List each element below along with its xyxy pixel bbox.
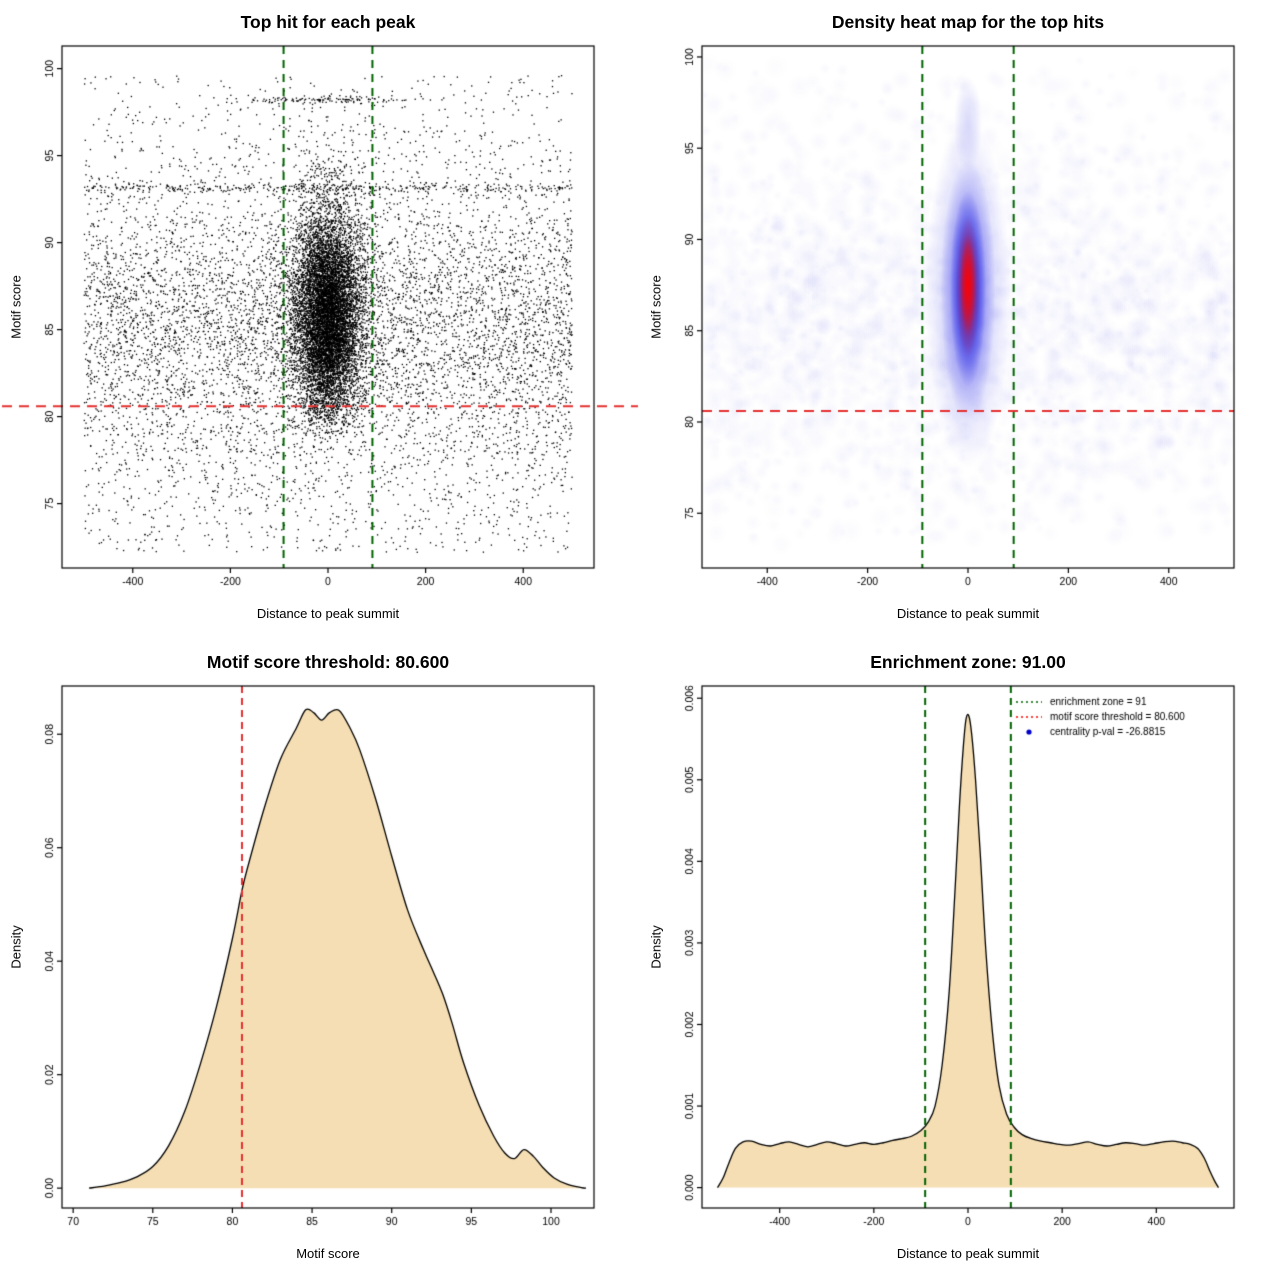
scatter-title: Top hit for each peak (240, 12, 416, 32)
panel-enrichment-zone-density: Enrichment zone: 91.00 Distance to peak … (640, 640, 1280, 1280)
motif-density-title: Motif score threshold: 80.600 (206, 652, 450, 672)
scatter-canvas (0, 38, 640, 608)
heatmap-y-axis-label: Motif score (648, 275, 664, 339)
heatmap-title: Density heat map for the top hits (831, 12, 1105, 32)
motif-density-y-axis-label: Density (8, 925, 24, 969)
scatter-y-axis-label: Motif score (8, 275, 24, 339)
scatter-x-axis-label: Distance to peak summit (256, 606, 400, 621)
enrichment-density-y-axis-label: Density (648, 925, 664, 969)
heatmap-x-axis-label: Distance to peak summit (896, 606, 1040, 621)
panel-top-hit-scatter: Top hit for each peak Distance to peak s… (0, 0, 640, 640)
panel-motif-score-density: Motif score threshold: 80.600 Motif scor… (0, 640, 640, 1280)
enrichment-density-canvas (640, 678, 1280, 1248)
motif-density-canvas (0, 678, 640, 1248)
panel-density-heatmap: Density heat map for the top hits Distan… (640, 0, 1280, 640)
enrichment-density-x-axis-label: Distance to peak summit (896, 1246, 1040, 1261)
enrichment-density-title: Enrichment zone: 91.00 (870, 652, 1066, 672)
heatmap-canvas (640, 38, 1280, 608)
motif-density-x-axis-label: Motif score (296, 1246, 360, 1261)
